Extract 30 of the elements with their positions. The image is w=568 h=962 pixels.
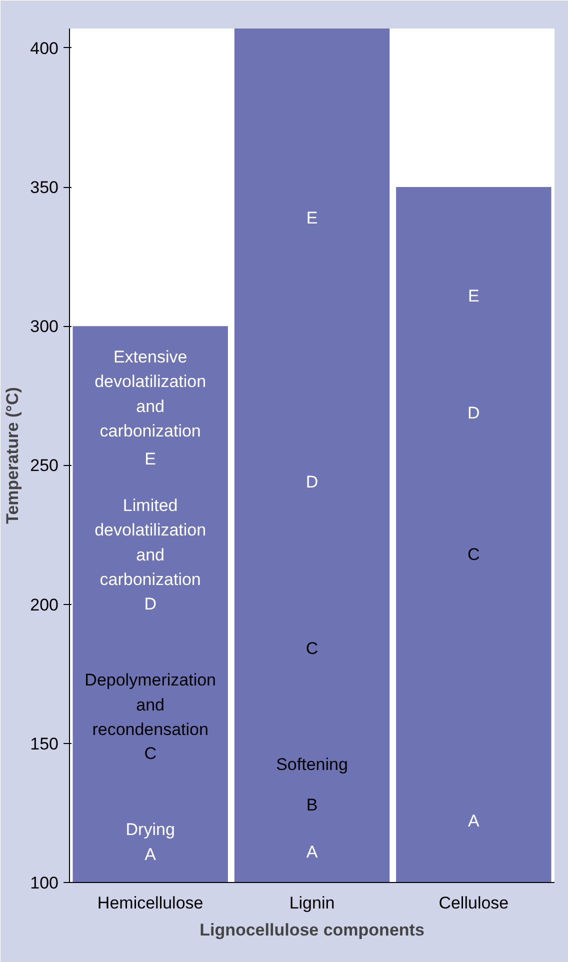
annotation: Softening xyxy=(276,755,348,774)
y-axis-title: Temperature (°C) xyxy=(3,387,22,524)
annotation: A xyxy=(144,844,157,864)
annotation: C xyxy=(306,639,318,658)
y-tick-label: 350 xyxy=(30,178,59,198)
annotation: C xyxy=(144,744,156,764)
y-tick-label: 250 xyxy=(30,456,59,476)
y-tick-label: 400 xyxy=(30,38,59,58)
annotation: D xyxy=(468,403,480,422)
annotation: D xyxy=(144,594,156,614)
x-tick-label: Cellulose xyxy=(438,894,509,912)
x-axis-title: Lignocellulose components xyxy=(200,920,424,940)
y-tick-label: 300 xyxy=(30,317,59,336)
y-tick-label: 100 xyxy=(30,874,59,892)
annotation: Drying xyxy=(126,820,175,840)
x-tick-label: Hemicellulose xyxy=(97,894,204,912)
annotation: A xyxy=(468,812,480,831)
annotation: A xyxy=(306,842,318,862)
annotation: Depolymerization and recondensation xyxy=(84,670,216,740)
annotation: E xyxy=(468,286,480,306)
annotation: C xyxy=(468,545,480,564)
annotation: Extensive devolatilization and carbonization xyxy=(94,347,206,441)
y-tick-label: 200 xyxy=(30,595,59,614)
annotation: E xyxy=(306,208,318,228)
annotation: Limited devolatilization and carbonization xyxy=(94,496,206,590)
annotation: B xyxy=(306,795,318,814)
annotation: D xyxy=(306,472,318,492)
annotation: E xyxy=(144,449,156,468)
x-tick-label: Lignin xyxy=(289,894,335,912)
y-tick-label: 150 xyxy=(30,734,59,754)
